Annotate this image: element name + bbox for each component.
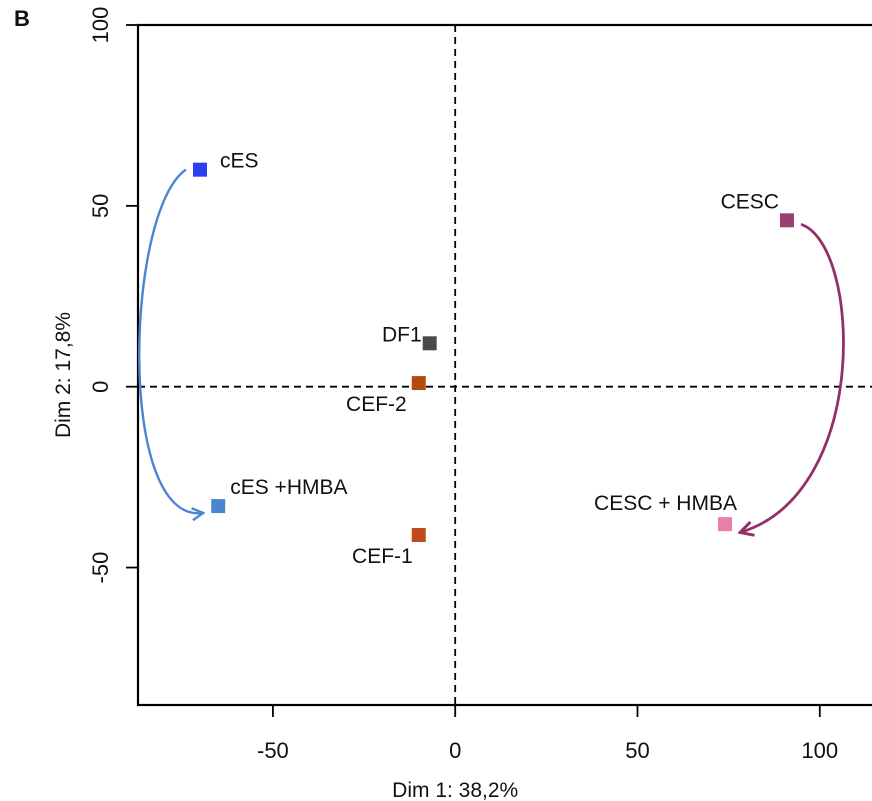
point-label-cesc-hmba: CESC + HMBA: [594, 492, 737, 515]
y-tick-label: 100: [88, 7, 113, 44]
y-axis-label: Dim 2: 17,8%: [52, 312, 75, 438]
arrow-cesc: [741, 222, 845, 532]
y-tick-label: 0: [88, 381, 113, 393]
arrow-ces: [138, 168, 202, 514]
x-tick-label: 50: [625, 738, 649, 763]
point-cef-1: [411, 528, 426, 542]
y-tick-label: 50: [88, 194, 113, 218]
x-tick-label: 100: [801, 738, 838, 763]
point-cesc-hmba: [717, 517, 732, 532]
x-axis-label: Dim 1: 38,2%: [392, 779, 518, 801]
point-label-ces: cES: [220, 150, 259, 173]
point-label-cef-2: CEF-2: [346, 393, 407, 416]
plot-frame: [136, 23, 872, 707]
point-cef-2: [411, 376, 426, 391]
x-tick-label: 0: [449, 738, 461, 763]
point-df1: [422, 336, 437, 351]
point-label-cesc: CESC: [721, 190, 779, 213]
x-tick-label: -50: [257, 738, 289, 763]
panel-label: B: [14, 6, 30, 31]
point-label-df1: DF1: [382, 323, 422, 346]
point-ces-hmba: [211, 499, 226, 514]
point-label-ces-hmba: cES +HMBA: [230, 476, 347, 499]
point-ces: [192, 162, 207, 177]
point-cesc: [779, 213, 794, 228]
point-label-cef-1: CEF-1: [352, 545, 413, 568]
y-tick-label: -50: [88, 552, 113, 584]
